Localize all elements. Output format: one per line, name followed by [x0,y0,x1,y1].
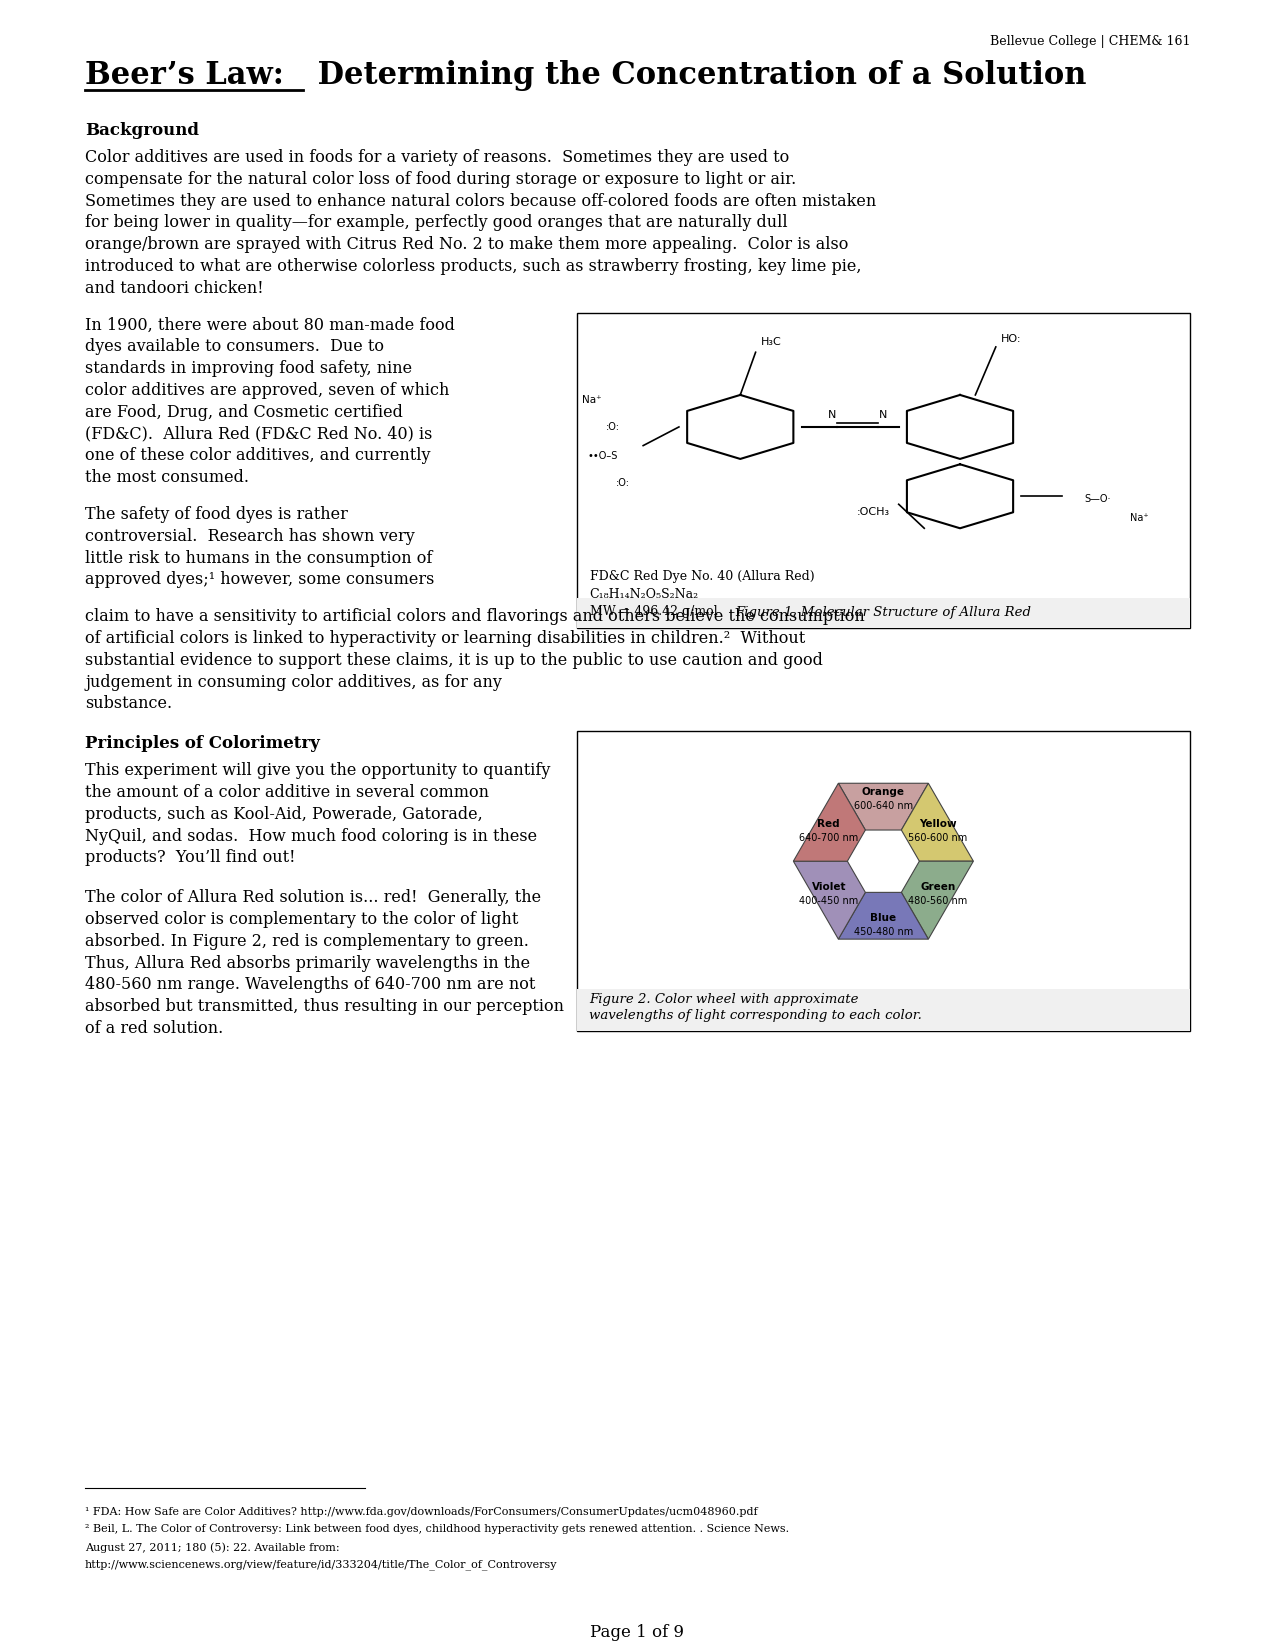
Text: Background: Background [85,122,199,139]
Text: Orange: Orange [862,787,905,797]
Text: This experiment will give you the opportunity to quantify: This experiment will give you the opport… [85,762,551,779]
Text: 450-480 nm: 450-480 nm [854,927,913,937]
Polygon shape [839,893,928,939]
Text: products, such as Kool-Aid, Powerade, Gatorade,: products, such as Kool-Aid, Powerade, Ga… [85,805,483,823]
Text: little risk to humans in the consumption of: little risk to humans in the consumption… [85,549,432,566]
Text: substantial evidence to support these claims, it is up to the public to use caut: substantial evidence to support these cl… [85,652,822,668]
Text: The color of Allura Red solution is... red!  Generally, the: The color of Allura Red solution is... r… [85,889,541,906]
Text: are Food, Drug, and Cosmetic certified: are Food, Drug, and Cosmetic certified [85,404,403,421]
Text: Green: Green [921,881,955,891]
Text: Violet: Violet [812,881,847,891]
Text: August 27, 2011; 180 (5): 22. Available from:: August 27, 2011; 180 (5): 22. Available … [85,1543,339,1553]
Text: products?  You’ll find out!: products? You’ll find out! [85,850,296,866]
Text: 640-700 nm: 640-700 nm [799,833,858,843]
Text: Red: Red [817,818,840,828]
Text: Color additives are used in foods for a variety of reasons.  Sometimes they are : Color additives are used in foods for a … [85,148,789,167]
Text: of artificial colors is linked to hyperactivity or learning disabilities in chil: of artificial colors is linked to hypera… [85,630,806,647]
Text: judgement in consuming color additives, as for any: judgement in consuming color additives, … [85,673,502,691]
FancyBboxPatch shape [576,731,1190,1031]
Text: ² Beil, L. The Color of Controversy: Link between food dyes, childhood hyperacti: ² Beil, L. The Color of Controversy: Lin… [85,1525,789,1535]
Text: NyQuil, and sodas.  How much food coloring is in these: NyQuil, and sodas. How much food colorin… [85,828,537,845]
Text: wavelengths of light corresponding to each color.: wavelengths of light corresponding to ea… [589,1010,922,1023]
Text: orange/brown are sprayed with Citrus Red No. 2 to make them more appealing.  Col: orange/brown are sprayed with Citrus Red… [85,236,848,252]
Text: observed color is complementary to the color of light: observed color is complementary to the c… [85,911,519,927]
Text: The safety of food dyes is rather: The safety of food dyes is rather [85,507,348,523]
Text: standards in improving food safety, nine: standards in improving food safety, nine [85,360,412,378]
FancyBboxPatch shape [576,990,1190,1031]
Text: color additives are approved, seven of which: color additives are approved, seven of w… [85,383,449,399]
Text: 480-560 nm range. Wavelengths of 640-700 nm are not: 480-560 nm range. Wavelengths of 640-700… [85,977,536,993]
Polygon shape [793,861,866,939]
Text: controversial.  Research has shown very: controversial. Research has shown very [85,528,414,544]
Text: Figure 2. Color wheel with approximate: Figure 2. Color wheel with approximate [589,993,858,1006]
Text: absorbed but transmitted, thus resulting in our perception: absorbed but transmitted, thus resulting… [85,998,564,1015]
Text: Determining the Concentration of a Solution: Determining the Concentration of a Solut… [307,59,1086,91]
Text: http://www.sciencenews.org/view/feature/id/333204/title/The_Color_of_Controversy: http://www.sciencenews.org/view/feature/… [85,1559,557,1571]
Text: claim to have a sensitivity to artificial colors and flavorings and others belie: claim to have a sensitivity to artificia… [85,609,864,625]
Text: Bellevue College | CHEM& 161: Bellevue College | CHEM& 161 [989,35,1190,48]
Polygon shape [793,784,866,861]
Text: (FD&C).  Allura Red (FD&C Red No. 40) is: (FD&C). Allura Red (FD&C Red No. 40) is [85,426,432,442]
Text: the amount of a color additive in several common: the amount of a color additive in severa… [85,784,490,800]
Text: for being lower in quality—for example, perfectly good oranges that are naturall: for being lower in quality—for example, … [85,214,788,231]
Text: 480-560 nm: 480-560 nm [908,896,968,906]
Text: absorbed. In Figure 2, red is complementary to green.: absorbed. In Figure 2, red is complement… [85,932,529,950]
Text: FD&C Red Dye No. 40 (Allura Red): FD&C Red Dye No. 40 (Allura Red) [590,569,815,582]
Polygon shape [839,784,928,830]
Text: dyes available to consumers.  Due to: dyes available to consumers. Due to [85,338,384,355]
Text: introduced to what are otherwise colorless products, such as strawberry frosting: introduced to what are otherwise colorle… [85,257,862,276]
Text: MW = 496.42 g/mol: MW = 496.42 g/mol [590,604,718,617]
Polygon shape [901,861,973,939]
Text: 400-450 nm: 400-450 nm [799,896,858,906]
Text: compensate for the natural color loss of food during storage or exposure to ligh: compensate for the natural color loss of… [85,172,797,188]
Text: Page 1 of 9: Page 1 of 9 [590,1624,685,1642]
Text: 560-600 nm: 560-600 nm [908,833,968,843]
Text: Beer’s Law:: Beer’s Law: [85,59,284,91]
Text: Thus, Allura Red absorbs primarily wavelengths in the: Thus, Allura Red absorbs primarily wavel… [85,955,530,972]
Text: the most consumed.: the most consumed. [85,469,249,487]
Text: Principles of Colorimetry: Principles of Colorimetry [85,736,320,752]
FancyBboxPatch shape [576,597,1190,627]
Text: 600-640 nm: 600-640 nm [854,802,913,812]
Text: approved dyes;¹ however, some consumers: approved dyes;¹ however, some consumers [85,571,435,589]
Text: Figure 1. Molecular Structure of Allura Red: Figure 1. Molecular Structure of Allura … [736,606,1031,619]
Text: substance.: substance. [85,695,172,713]
FancyBboxPatch shape [576,312,1190,627]
Text: C₁₈H₁₄N₂O₅S₂Na₂: C₁₈H₁₄N₂O₅S₂Na₂ [590,587,699,601]
Text: In 1900, there were about 80 man-made food: In 1900, there were about 80 man-made fo… [85,317,455,333]
Text: and tandoori chicken!: and tandoori chicken! [85,280,264,297]
Text: Sometimes they are used to enhance natural colors because off-colored foods are : Sometimes they are used to enhance natur… [85,193,876,210]
Text: of a red solution.: of a red solution. [85,1020,223,1036]
Text: Yellow: Yellow [919,818,956,828]
Text: Blue: Blue [871,912,896,924]
Polygon shape [901,784,973,861]
Text: one of these color additives, and currently: one of these color additives, and curren… [85,447,431,464]
Text: ¹ FDA: How Safe are Color Additives? http://www.fda.gov/downloads/ForConsumers/C: ¹ FDA: How Safe are Color Additives? htt… [85,1506,757,1516]
